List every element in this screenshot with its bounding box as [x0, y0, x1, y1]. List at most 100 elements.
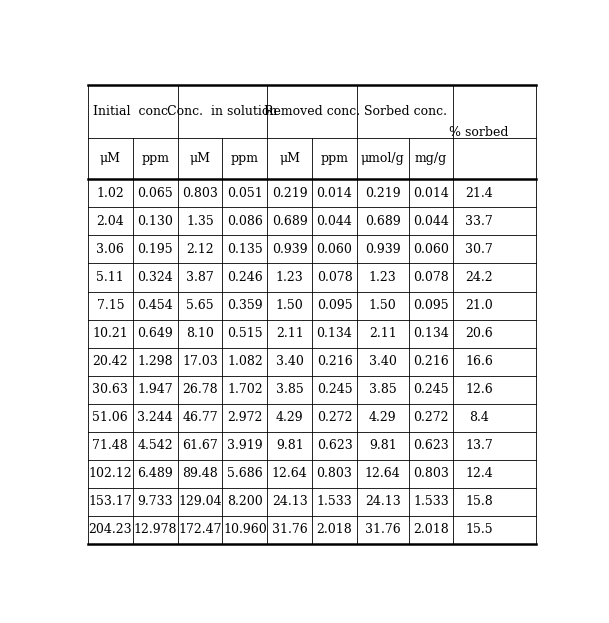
- Text: 5.65: 5.65: [186, 299, 214, 312]
- Text: Removed conc.: Removed conc.: [264, 105, 360, 118]
- Text: 3.244: 3.244: [137, 411, 173, 424]
- Text: 0.060: 0.060: [317, 243, 353, 256]
- Text: 0.219: 0.219: [365, 187, 401, 200]
- Text: 0.689: 0.689: [272, 215, 308, 228]
- Text: % sorbed: % sorbed: [449, 126, 509, 139]
- Text: 0.014: 0.014: [317, 187, 353, 200]
- Text: 0.324: 0.324: [137, 271, 173, 284]
- Text: μM: μM: [100, 152, 121, 165]
- Text: 8.4: 8.4: [469, 411, 489, 424]
- Text: 0.095: 0.095: [413, 299, 449, 312]
- Text: Conc.  in solution: Conc. in solution: [167, 105, 278, 118]
- Text: 0.078: 0.078: [317, 271, 353, 284]
- Text: 0.803: 0.803: [182, 187, 218, 200]
- Text: 30.7: 30.7: [465, 243, 493, 256]
- Text: 0.245: 0.245: [317, 383, 353, 396]
- Text: 31.76: 31.76: [272, 523, 308, 536]
- Text: 20.6: 20.6: [465, 327, 493, 340]
- Text: 0.134: 0.134: [413, 327, 449, 340]
- Text: 102.12: 102.12: [88, 467, 132, 480]
- Text: 15.5: 15.5: [465, 523, 493, 536]
- Text: 0.623: 0.623: [413, 439, 449, 452]
- Text: 1.02: 1.02: [96, 187, 124, 200]
- Text: 6.489: 6.489: [137, 467, 173, 480]
- Text: mg/g: mg/g: [415, 152, 447, 165]
- Text: 13.7: 13.7: [465, 439, 493, 452]
- Text: 2.04: 2.04: [96, 215, 124, 228]
- Text: 0.245: 0.245: [413, 383, 449, 396]
- Text: 20.42: 20.42: [93, 355, 128, 368]
- Text: 16.6: 16.6: [465, 355, 493, 368]
- Text: 2.972: 2.972: [227, 411, 262, 424]
- Text: 4.29: 4.29: [276, 411, 303, 424]
- Text: 2.11: 2.11: [369, 327, 396, 340]
- Text: 0.515: 0.515: [227, 327, 262, 340]
- Text: 3.06: 3.06: [96, 243, 124, 256]
- Text: 2.12: 2.12: [186, 243, 214, 256]
- Text: 0.134: 0.134: [317, 327, 353, 340]
- Text: 3.85: 3.85: [369, 383, 396, 396]
- Text: 153.17: 153.17: [88, 495, 132, 508]
- Text: 1.702: 1.702: [227, 383, 262, 396]
- Text: 0.939: 0.939: [272, 243, 308, 256]
- Text: 2.018: 2.018: [317, 523, 353, 536]
- Text: 2.018: 2.018: [413, 523, 449, 536]
- Text: 30.63: 30.63: [93, 383, 128, 396]
- Text: 0.272: 0.272: [317, 411, 352, 424]
- Text: 0.219: 0.219: [272, 187, 308, 200]
- Text: 21.4: 21.4: [465, 187, 493, 200]
- Text: 1.947: 1.947: [138, 383, 173, 396]
- Text: 0.216: 0.216: [413, 355, 449, 368]
- Text: 4.29: 4.29: [369, 411, 396, 424]
- Text: 0.044: 0.044: [317, 215, 353, 228]
- Text: 1.35: 1.35: [186, 215, 214, 228]
- Text: 0.939: 0.939: [365, 243, 401, 256]
- Text: ppm: ppm: [141, 152, 169, 165]
- Text: 2.11: 2.11: [276, 327, 303, 340]
- Text: 15.8: 15.8: [465, 495, 493, 508]
- Text: 0.014: 0.014: [413, 187, 449, 200]
- Text: 71.48: 71.48: [93, 439, 128, 452]
- Text: 12.978: 12.978: [133, 523, 177, 536]
- Text: Sorbed conc.: Sorbed conc.: [364, 105, 446, 118]
- Text: 0.060: 0.060: [413, 243, 449, 256]
- Text: 0.649: 0.649: [137, 327, 173, 340]
- Text: ppm: ppm: [231, 152, 259, 165]
- Text: 0.454: 0.454: [137, 299, 173, 312]
- Text: 5.11: 5.11: [96, 271, 124, 284]
- Text: 10.21: 10.21: [93, 327, 128, 340]
- Text: 0.078: 0.078: [413, 271, 449, 284]
- Text: Initial  conc.: Initial conc.: [93, 105, 172, 118]
- Text: 51.06: 51.06: [93, 411, 128, 424]
- Text: 24.13: 24.13: [365, 495, 401, 508]
- Text: 12.64: 12.64: [272, 467, 308, 480]
- Text: 0.689: 0.689: [365, 215, 401, 228]
- Text: 1.50: 1.50: [369, 299, 396, 312]
- Text: 0.246: 0.246: [227, 271, 262, 284]
- Text: 3.87: 3.87: [186, 271, 214, 284]
- Text: 7.15: 7.15: [97, 299, 124, 312]
- Text: 204.23: 204.23: [88, 523, 132, 536]
- Text: 9.81: 9.81: [369, 439, 396, 452]
- Text: 5.686: 5.686: [227, 467, 262, 480]
- Text: 8.10: 8.10: [186, 327, 214, 340]
- Text: 10.960: 10.960: [223, 523, 267, 536]
- Text: 1.533: 1.533: [317, 495, 353, 508]
- Text: 3.40: 3.40: [369, 355, 396, 368]
- Text: 3.40: 3.40: [276, 355, 304, 368]
- Text: 1.298: 1.298: [138, 355, 173, 368]
- Text: 26.78: 26.78: [182, 383, 218, 396]
- Text: 129.04: 129.04: [178, 495, 222, 508]
- Text: 172.47: 172.47: [178, 523, 222, 536]
- Text: 0.803: 0.803: [413, 467, 449, 480]
- Text: μmol/g: μmol/g: [361, 152, 404, 165]
- Text: 17.03: 17.03: [182, 355, 218, 368]
- Text: 1.23: 1.23: [369, 271, 396, 284]
- Text: 0.065: 0.065: [137, 187, 173, 200]
- Text: 0.623: 0.623: [317, 439, 353, 452]
- Text: 0.803: 0.803: [317, 467, 353, 480]
- Text: ppm: ppm: [320, 152, 348, 165]
- Text: 1.533: 1.533: [413, 495, 449, 508]
- Text: 24.13: 24.13: [272, 495, 308, 508]
- Text: 1.082: 1.082: [227, 355, 262, 368]
